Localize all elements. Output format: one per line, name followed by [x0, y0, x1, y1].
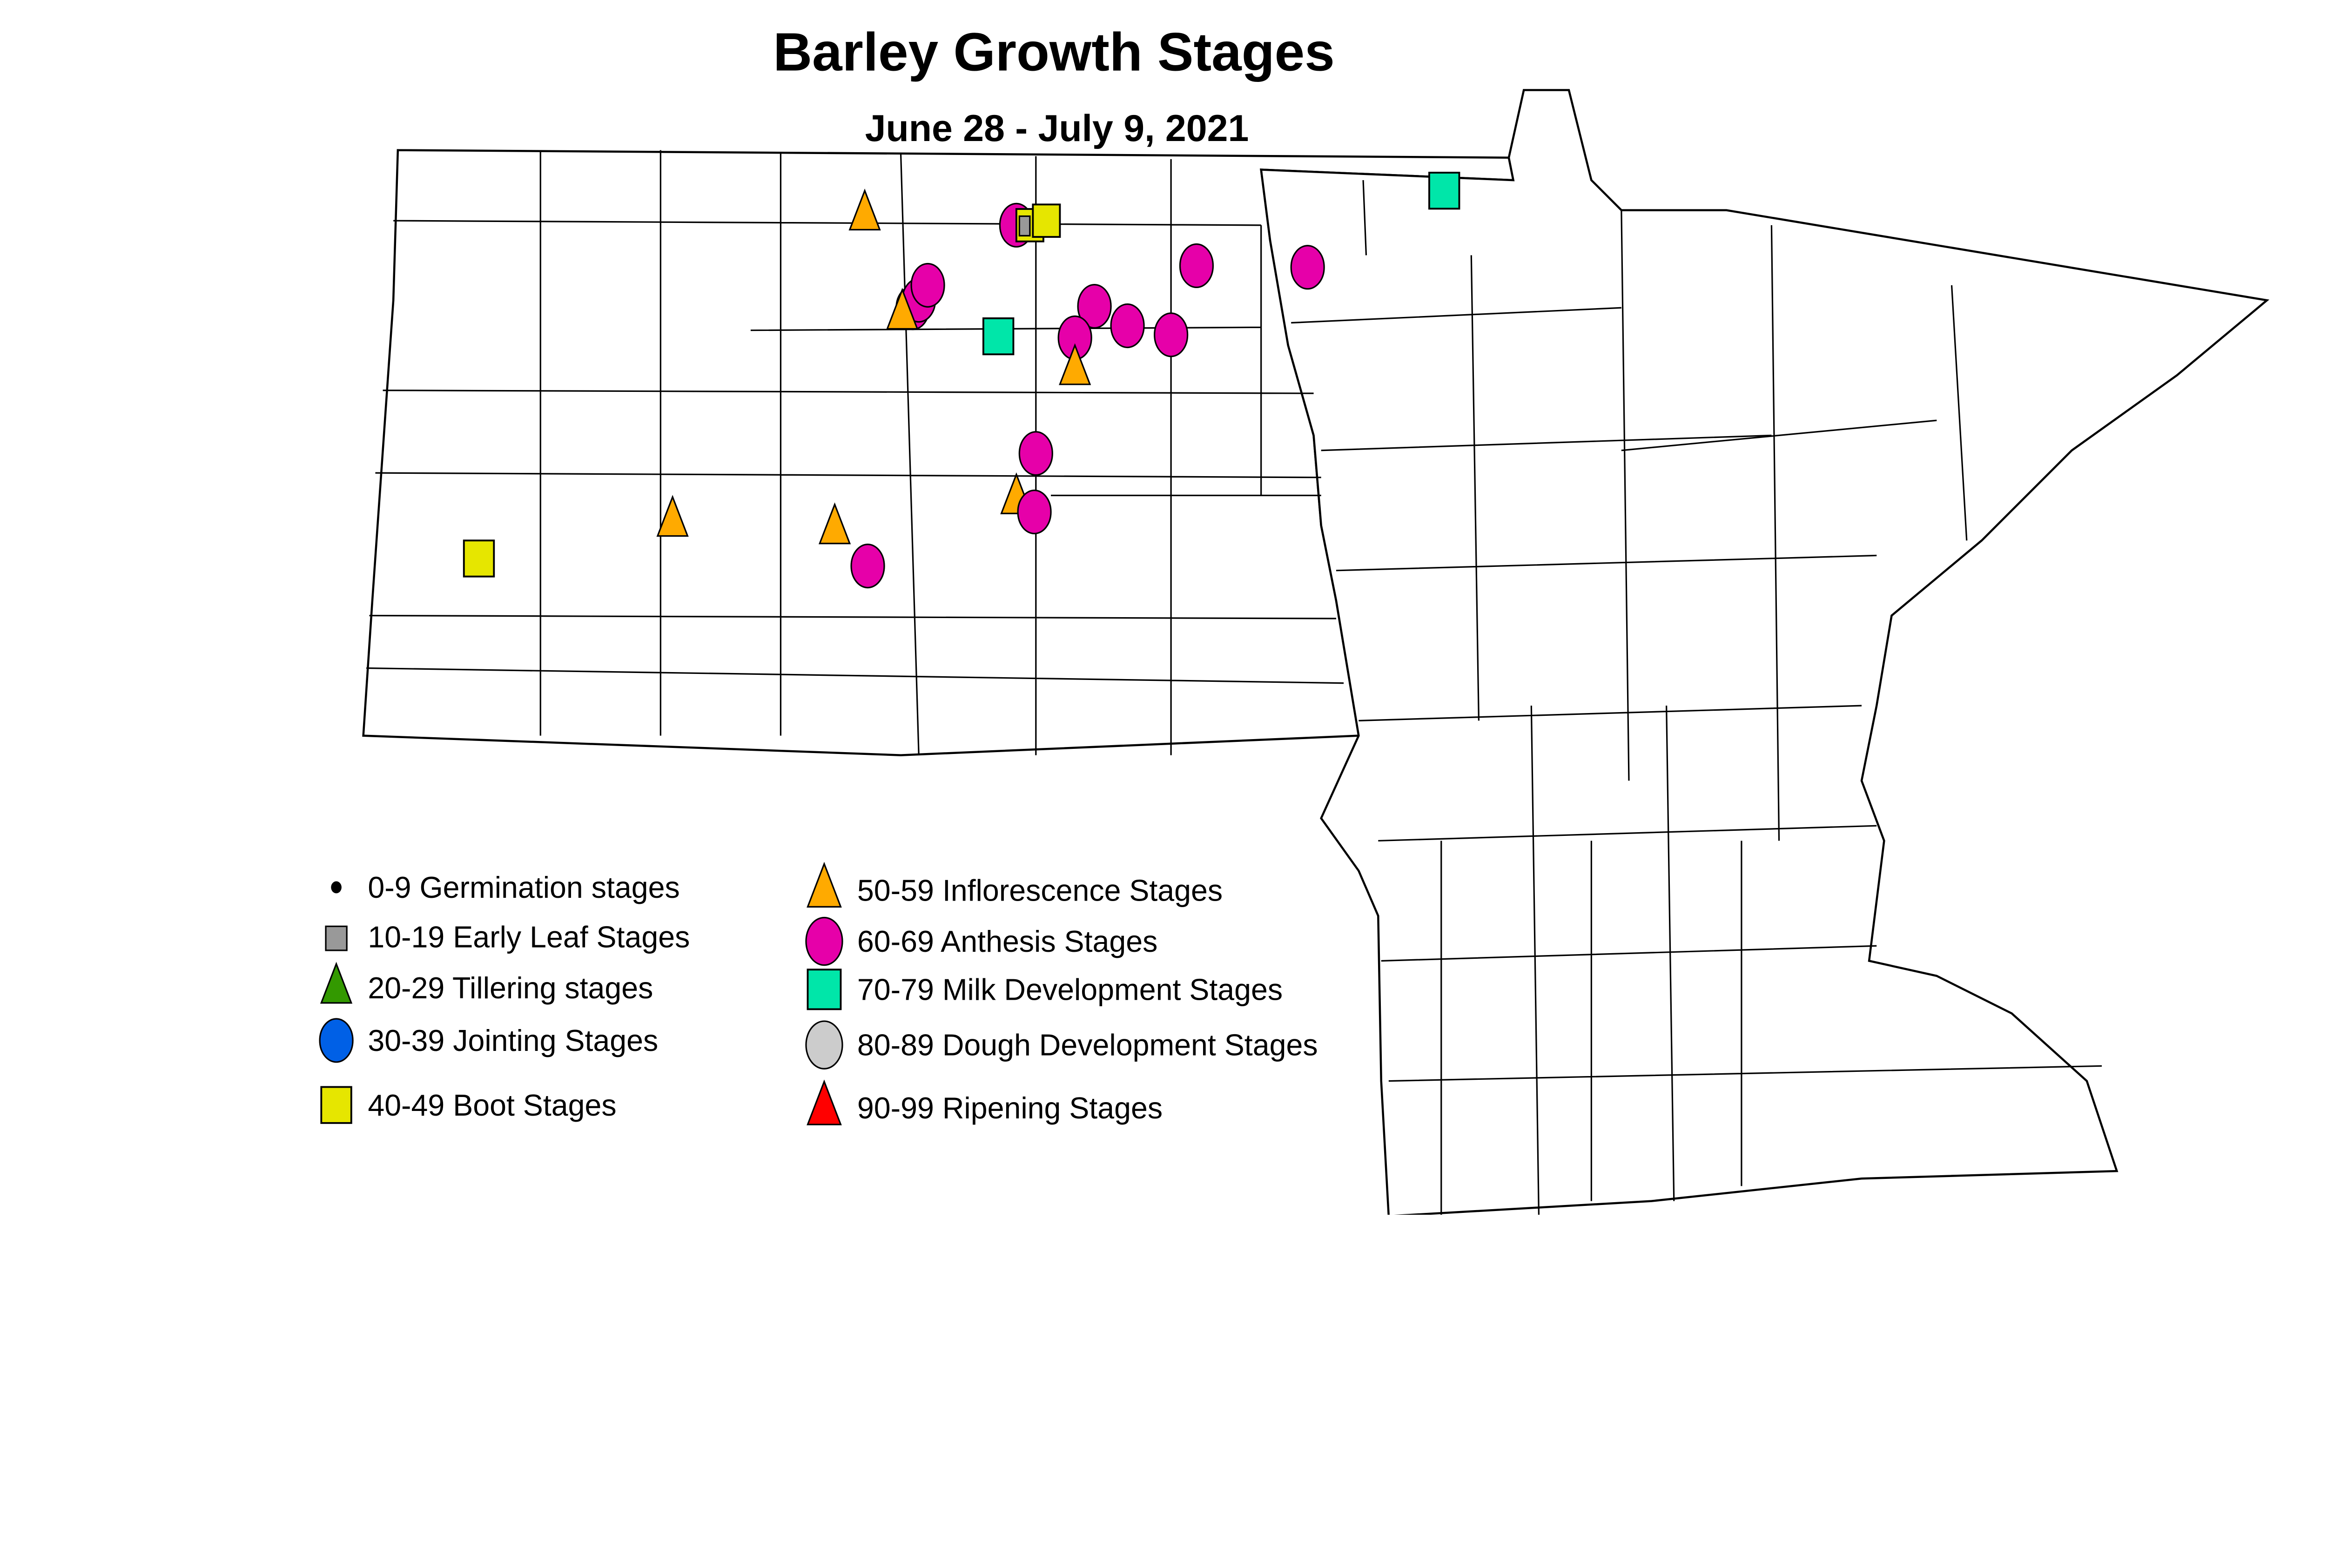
marker-square-small-el: [1018, 215, 1031, 237]
legend-item: 60-69 Anthesis Stages: [805, 916, 1157, 966]
legend-symbol-dot: [331, 881, 342, 894]
legend-symbol-circle: [805, 1020, 843, 1070]
legend-item: 20-29 Tillering stages: [320, 962, 653, 1005]
marker-circle-a: [1290, 245, 1325, 290]
legend-symbol-circle: [319, 1018, 354, 1063]
barley-growth-map: Barley Growth Stages June 28 - July 9, 2…: [319, 22, 2270, 1215]
marker-circle-a: [1077, 283, 1112, 329]
state-boundaries: [362, 89, 2270, 1215]
map-title: Barley Growth Stages: [773, 22, 1335, 82]
marker-square-m: [1428, 172, 1460, 210]
legend-item: 10-19 Early Leaf Stages: [325, 920, 690, 954]
legend-label: 30-39 Jointing Stages: [368, 1024, 658, 1057]
legend-label: 70-79 Milk Development Stages: [857, 973, 1283, 1006]
marker-triangle-i: [818, 502, 851, 545]
marker-triangle-i: [1059, 343, 1091, 385]
legend-item: 40-49 Boot Stages: [320, 1086, 617, 1124]
legend-label: 90-99 Ripening Stages: [857, 1091, 1163, 1125]
legend-symbol-triangle: [807, 861, 842, 908]
marker-square-b: [1032, 203, 1061, 238]
legend-symbol-triangle: [807, 1079, 842, 1125]
legend-item: 90-99 Ripening Stages: [807, 1079, 1163, 1125]
legend-symbol-triangle: [320, 962, 353, 1004]
marker-triangle-i: [886, 288, 919, 330]
legend-label: 80-89 Dough Development Stages: [857, 1029, 1318, 1062]
minnesota-outline: [1260, 89, 2270, 1215]
minnesota-county-lines: [1291, 180, 2102, 1215]
legend: 0-9 Germination stages 10-19 Early Leaf S…: [319, 861, 1318, 1125]
legend-item: 70-79 Milk Development Stages: [807, 969, 1283, 1010]
marker-circle-a: [910, 262, 945, 308]
marker-circle-a: [1179, 243, 1214, 289]
marker-circle-a: [1154, 312, 1189, 357]
legend-symbol-square: [320, 1086, 352, 1124]
marker-circle-a: [850, 544, 885, 589]
observation-markers: [463, 172, 1460, 589]
marker-square-b: [463, 539, 495, 578]
marker-circle-a: [1018, 431, 1053, 476]
county-lines: [366, 150, 2102, 1215]
marker-square-m: [982, 317, 1015, 356]
legend-label: 10-19 Early Leaf Stages: [368, 920, 690, 954]
legend-symbol-circle: [805, 916, 843, 966]
map-subtitle: June 28 - July 9, 2021: [865, 108, 1249, 149]
legend-symbol-square: [807, 969, 842, 1010]
marker-triangle-i: [656, 495, 689, 537]
legend-item: 50-59 Inflorescence Stages: [807, 861, 1223, 908]
legend-item: 80-89 Dough Development Stages: [805, 1020, 1318, 1070]
legend-item: 30-39 Jointing Stages: [319, 1018, 658, 1063]
marker-circle-a: [1017, 489, 1052, 535]
legend-label: 40-49 Boot Stages: [368, 1089, 616, 1122]
marker-circle-a: [1110, 303, 1145, 349]
legend-label: 20-29 Tillering stages: [368, 971, 653, 1005]
legend-label: 50-59 Inflorescence Stages: [857, 874, 1223, 907]
legend-label: 0-9 Germination stages: [368, 871, 679, 904]
legend-label: 60-69 Anthesis Stages: [857, 925, 1157, 958]
legend-symbol-square-small: [325, 925, 348, 951]
legend-item: 0-9 Germination stages: [331, 871, 680, 904]
marker-triangle-i: [848, 188, 881, 231]
